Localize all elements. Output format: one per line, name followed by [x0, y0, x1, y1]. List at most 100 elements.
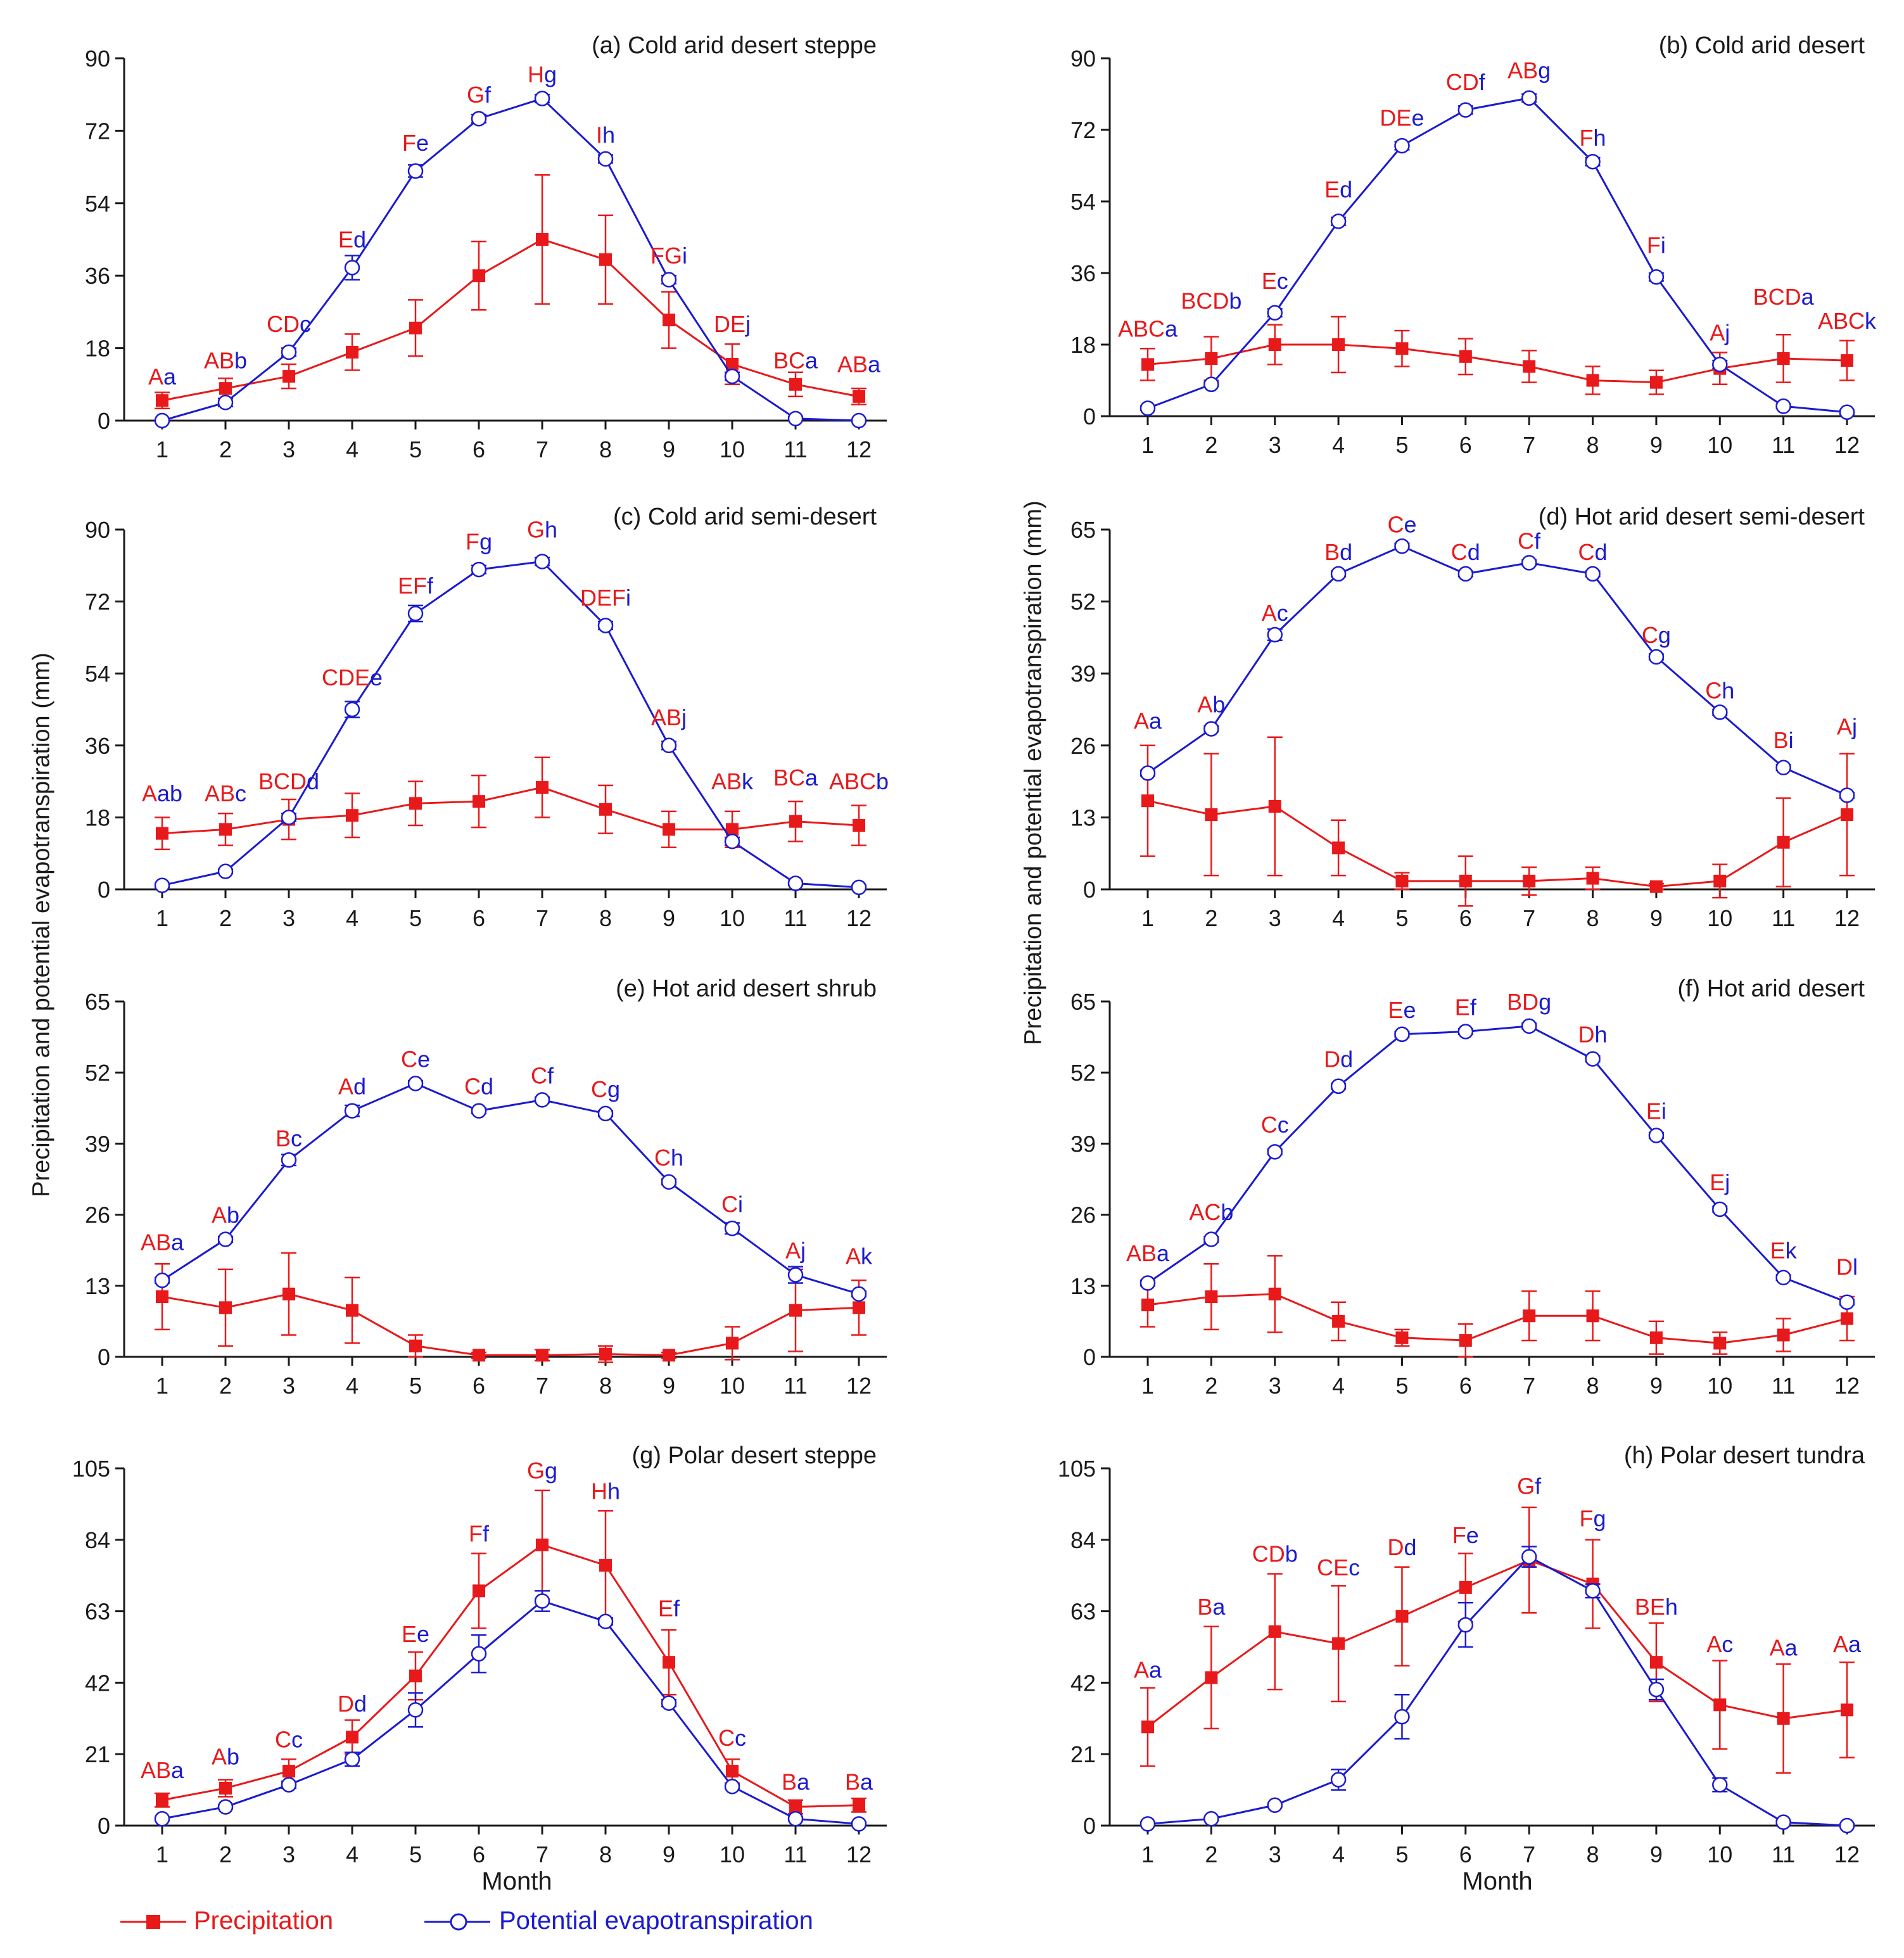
x-tick-label: 3 — [282, 436, 295, 462]
significance-letter-pet: a — [1785, 1634, 1798, 1660]
series-precipitation — [155, 1252, 866, 1363]
precipitation-marker — [789, 815, 802, 828]
pet-marker — [1203, 721, 1219, 737]
x-tick-label: 3 — [282, 1373, 295, 1399]
x-tick-label: 11 — [784, 436, 807, 462]
significance-letter-precipitation: E — [1646, 1098, 1661, 1124]
significance-label: Cd — [464, 1074, 493, 1100]
significance-letter-precipitation: A — [142, 780, 157, 806]
precipitation-marker — [219, 823, 232, 836]
significance-label: Ba — [1197, 1594, 1226, 1620]
pet-marker — [1585, 1051, 1601, 1067]
precipitation-marker — [156, 1793, 168, 1807]
significance-letter-precipitation: E — [1388, 997, 1403, 1023]
significance-letter-pet: a — [1165, 315, 1178, 341]
significance-label: Dd — [338, 1691, 367, 1717]
precipitation-marker — [1586, 1309, 1599, 1323]
precipitation-marker — [1141, 1299, 1154, 1312]
precipitation-marker — [789, 1304, 802, 1317]
significance-letter-pet: c — [291, 1126, 302, 1152]
pet-marker — [851, 1286, 867, 1302]
significance-label: ABCk — [1818, 308, 1877, 334]
x-tick-label: 1 — [156, 436, 168, 462]
x-tick-label: 6 — [1459, 1841, 1472, 1867]
x-tick-label: 1 — [156, 1373, 168, 1399]
significance-letter-precipitation: F — [402, 130, 416, 156]
significance-label: FGi — [651, 243, 687, 269]
y-tick-label: 90 — [85, 46, 110, 72]
significance-letter-pet: b — [1212, 691, 1225, 717]
y-tick-label: 18 — [85, 804, 110, 830]
significance-letter-precipitation: DE — [1380, 105, 1411, 131]
pet-marker — [1203, 376, 1219, 393]
pet-marker — [407, 1702, 424, 1718]
significance-letter-precipitation: A — [1770, 1634, 1785, 1660]
x-tick-label: 12 — [846, 1373, 872, 1399]
significance-letter-precipitation: BC — [773, 347, 805, 373]
precipitation-marker — [853, 1798, 865, 1812]
precipitation-marker — [1205, 352, 1218, 365]
pet-marker — [154, 412, 170, 429]
pet-marker — [1648, 1128, 1665, 1143]
significance-label: BCa — [773, 347, 818, 373]
pet-line — [162, 97, 860, 422]
significance-label: Ed — [338, 227, 366, 253]
x-tick-label: 10 — [720, 905, 745, 931]
significance-letter-pet: k — [861, 1243, 873, 1269]
precipitation-marker — [1459, 1334, 1472, 1347]
significance-letter-pet: j — [745, 311, 751, 337]
pet-marker — [1521, 1549, 1537, 1565]
y-tick-label: 0 — [98, 1344, 110, 1370]
pet-marker — [1839, 1294, 1855, 1310]
y-tick-label: 0 — [1083, 1344, 1096, 1370]
significance-letter-precipitation: A — [1837, 713, 1852, 739]
pet-marker — [471, 111, 487, 127]
significance-label: Cc — [275, 1726, 303, 1752]
pet-marker — [281, 344, 297, 360]
significance-letter-precipitation: F — [1452, 1522, 1466, 1548]
significance-letter-precipitation: BCD — [1753, 284, 1801, 310]
x-tick-label: 9 — [1650, 432, 1663, 458]
x-tick-label: 10 — [720, 1373, 745, 1399]
significance-letter-pet: g — [607, 1076, 620, 1102]
precipitation-marker — [1459, 1581, 1472, 1594]
x-tick-label: 6 — [473, 1373, 485, 1399]
precipitation-marker — [409, 797, 422, 810]
x-tick-label: 5 — [409, 905, 422, 931]
significance-letter-pet: b — [1229, 288, 1241, 314]
significance-label: Ad — [338, 1074, 366, 1100]
pet-marker — [1330, 1772, 1347, 1788]
significance-letter-pet: a — [1801, 284, 1815, 310]
chart-title: (h) Polar desert tundra — [1624, 1442, 1865, 1469]
significance-letter-precipitation: B — [1774, 727, 1789, 753]
pet-marker — [851, 1816, 867, 1832]
precipitation-marker — [346, 345, 359, 359]
y-tick-label: 26 — [1070, 1202, 1096, 1228]
x-tick-label: 10 — [720, 436, 745, 462]
significance-label: Ee — [402, 1621, 429, 1647]
precipitation-marker — [1268, 1287, 1281, 1300]
pet-marker — [471, 561, 487, 578]
precipitation-line — [1147, 799, 1848, 888]
significance-label: CDf — [1446, 69, 1486, 95]
significance-letter-pet: a — [171, 1757, 184, 1783]
significance-letter-pet: k — [742, 768, 754, 794]
y-tick-label: 13 — [85, 1273, 110, 1299]
significance-label: Ej — [1710, 1169, 1730, 1195]
precipitation-marker — [1523, 1309, 1536, 1323]
pet-marker — [281, 1777, 297, 1793]
significance-letter-pet: i — [682, 243, 687, 269]
significance-letter-precipitation: G — [1517, 1473, 1535, 1499]
x-tick-label: 4 — [1332, 905, 1345, 931]
significance-letter-precipitation: B — [1197, 1594, 1212, 1620]
y-tick-label: 105 — [1058, 1456, 1096, 1482]
significance-letter-precipitation: E — [1324, 177, 1340, 203]
significance-label: Hg — [528, 61, 557, 87]
precipitation-marker — [1205, 808, 1218, 822]
significance-letter-precipitation: A — [1197, 691, 1212, 717]
significance-letter-pet: e — [1466, 1522, 1479, 1548]
pet-marker — [661, 1695, 677, 1711]
significance-label: BCDb — [1181, 288, 1241, 314]
significance-letter-precipitation: C — [1705, 678, 1722, 704]
pet-line — [1147, 1025, 1848, 1304]
